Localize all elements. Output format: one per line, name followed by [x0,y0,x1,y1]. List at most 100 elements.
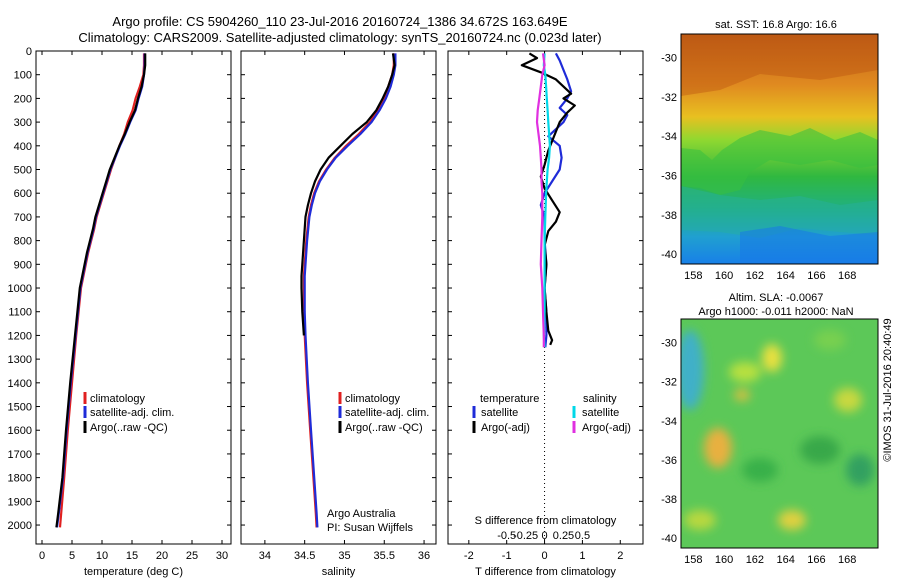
x-tick-label: 15 [126,550,138,562]
panel-frame [240,50,437,545]
x-tick-label: 5 [69,550,75,562]
y-tick-label: 100 [14,70,32,82]
x2-tick-label: 0 [541,530,547,542]
map-x-tick-label: 158 [684,270,702,282]
map-y-tick-label: -36 [661,455,677,467]
x-tick-label: 30 [216,550,228,562]
x-tick-label: -2 [464,550,474,562]
map-y-tick-label: -36 [661,171,677,183]
x-tick-label: 2 [617,550,623,562]
sla-yellow-blob-3 [778,510,806,530]
y-tick-label: 700 [14,212,32,224]
argo-australia-label: Argo Australia [327,508,396,520]
y-tick-label: 1000 [8,283,32,295]
y-tick-label: 1300 [8,354,32,366]
series-line-salinity-satellite [542,53,552,348]
map-y-tick-label: -34 [661,416,677,428]
y-tick-label: 1800 [8,473,32,485]
map-x-tick-label: 158 [684,554,702,566]
y-tick-label: 0 [26,46,32,58]
sla-orange-blob-2 [704,428,732,468]
map-y-tick-label: -34 [661,131,677,143]
sst-map [680,33,879,265]
series-line-satellite-adj-clim- [303,53,397,528]
y-tick-label: 600 [14,188,32,200]
y-tick-label: 1900 [8,496,32,508]
x-tick-label: 36 [418,550,430,562]
sla-dark-blob-2 [800,436,840,464]
sla-light-blob [814,330,846,350]
legend2-argo-label: Argo(..raw -QC) [345,422,423,434]
x2-tick-label: -0.25 [513,530,538,542]
x-axis-label: salinity [322,566,356,578]
sla-yellow-blob-4 [834,388,862,412]
legend3-tsat-label: satellite [481,407,518,419]
x-tick-label: 34 [259,550,271,562]
y-tick-label: 200 [14,93,32,105]
sst-teal-band [681,186,878,238]
y-tick-label: 800 [14,236,32,248]
legend3-temperature-heading: temperature [480,393,539,405]
sla-dark-blob-1 [742,458,778,482]
sla-yellow-blob-2 [762,344,782,372]
map-x-tick-label: 160 [715,270,733,282]
map-x-tick-label: 164 [776,270,794,282]
series-line-temperature-argo-adj- [520,52,576,346]
legend-salinity-panel: climatology satellite-adj. clim. Argo(..… [338,392,429,434]
sla-map [680,318,879,549]
x2-tick-label: -0.5 [497,530,516,542]
y-tick-label: 1400 [8,378,32,390]
map-x-tick-label: 160 [715,554,733,566]
y-tick-label: 1600 [8,425,32,437]
series-line-argo-raw-qc- [300,53,396,336]
x-tick-label: 0 [541,550,547,562]
y-tick-label: 900 [14,259,32,271]
map-y-tick-label: -30 [661,53,677,65]
legend3-salinity-heading: salinity [583,393,617,405]
legend2-clim-label: climatology [345,393,401,405]
map-x-tick-label: 164 [776,554,794,566]
legend-argo-label: Argo(..raw -QC) [90,422,168,434]
x2-tick-label: 0.25 [553,530,574,542]
y-tick-label: 1500 [8,402,32,414]
sst-blue-band [740,226,878,264]
legend-difference-panel: temperature satellite Argo(-adj) salinit… [472,393,631,434]
sla-frame [680,318,879,549]
x-tick-label: 25 [186,550,198,562]
x2-tick-label: 0.5 [575,530,590,542]
y-tick-label: 400 [14,141,32,153]
y-tick-label: 1100 [8,307,32,319]
map-y-tick-label: -32 [661,377,677,389]
sla-blue-blob [681,330,704,410]
map-y-tick-label: -40 [661,533,677,545]
panel-frame [447,50,644,545]
map-x-tick-label: 166 [807,270,825,282]
y-tick-label: 500 [14,165,32,177]
legend-temperature-panel: climatology satellite-adj. clim. Argo(..… [83,392,174,434]
map-x-tick-label: 168 [838,554,856,566]
map-y-tick-label: -40 [661,249,677,261]
legend3-targo-label: Argo(-adj) [481,422,530,434]
x-tick-label: 35.5 [374,550,395,562]
legend-clim-label: climatology [90,393,146,405]
x-axis-label: T difference from climatology [475,566,616,578]
title-line2: Climatology: CARS2009. Satellite-adjuste… [78,30,601,45]
y-tick-label: 1700 [8,449,32,461]
series-line-salinity-argo-adj- [535,53,546,348]
x-tick-label: 35 [338,550,350,562]
legend3-ssat-label: satellite [582,407,619,419]
x2-axis-label: S difference from climatology [475,515,617,527]
panel-frame [35,50,232,545]
sst-frame [680,33,879,265]
sst-warm-band [681,34,878,96]
legend-sat-label: satellite-adj. clim. [90,407,174,419]
sst-title: sat. SST: 16.8 Argo: 16.6 [715,19,837,31]
series-line-argo-raw-qc- [55,53,147,528]
y-tick-label: 300 [14,117,32,129]
x-tick-label: 10 [96,550,108,562]
series-line-satellite-adj-clim- [55,53,146,528]
sla-orange-blob-1 [734,389,750,401]
legend2-sat-label: satellite-adj. clim. [345,407,429,419]
sla-title-1: Altim. SLA: -0.0067 [729,292,824,304]
